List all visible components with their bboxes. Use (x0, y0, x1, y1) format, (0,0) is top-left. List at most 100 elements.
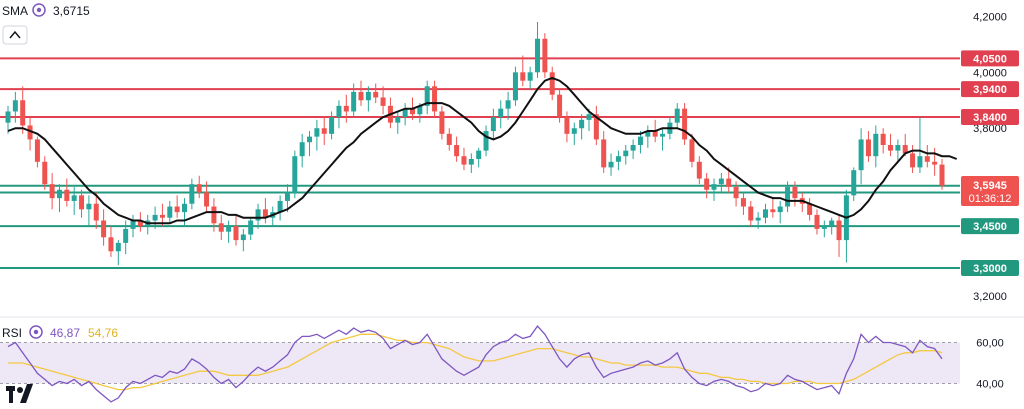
support-label: 3,4500 (961, 218, 1019, 235)
candle-body (660, 133, 666, 137)
candle (718, 172, 724, 193)
candle (873, 125, 879, 168)
candle-body (307, 136, 313, 143)
candle-body (910, 153, 916, 168)
candle-body (365, 91, 371, 101)
candle-body (711, 184, 717, 190)
candle-body (755, 217, 761, 221)
candle-body (505, 100, 511, 109)
candle (358, 80, 364, 106)
candle-body (770, 209, 776, 213)
candle-body (233, 226, 239, 241)
support-label-bg (961, 218, 1019, 235)
candle-body (527, 72, 533, 81)
candle-body (490, 117, 496, 132)
candle (108, 226, 114, 257)
candle (64, 178, 70, 207)
candle (42, 156, 48, 190)
candle (601, 131, 607, 173)
sma-value: 3,6715 (53, 4, 90, 18)
candle (255, 203, 261, 229)
last-price-tag: 3,5945 01:36:12 (961, 176, 1019, 206)
candle (836, 214, 842, 257)
candle (446, 128, 452, 151)
candle (711, 178, 717, 201)
candle (343, 94, 349, 123)
candle (432, 80, 438, 118)
candle-body (86, 203, 92, 210)
candle-body (726, 178, 732, 187)
rsi-tick-label: 40,00 (976, 379, 1004, 391)
rsi-label: RSI (2, 326, 22, 340)
candle-body (380, 97, 386, 106)
candle (137, 212, 143, 232)
candle-body (704, 178, 710, 190)
candle-body (807, 203, 813, 215)
candle-body (733, 186, 739, 199)
candle (888, 133, 894, 157)
candle (535, 21, 541, 78)
candle (395, 111, 401, 134)
candle-body (79, 195, 85, 210)
candle (27, 117, 33, 151)
candle-body (674, 108, 680, 123)
candle (277, 195, 283, 221)
resistance-lines (0, 57, 960, 119)
candle-body (623, 150, 629, 157)
candle (101, 209, 107, 246)
candle-body (42, 161, 48, 185)
candle (762, 203, 768, 224)
rsi-settings-icon[interactable] (29, 325, 43, 339)
candles (5, 21, 945, 266)
candle-body (917, 156, 923, 168)
candle-body (123, 228, 129, 243)
candle (79, 189, 85, 218)
candle (336, 100, 342, 129)
candle-body (740, 198, 746, 207)
candle (226, 220, 232, 243)
candle-body (446, 133, 452, 146)
candle (34, 136, 40, 168)
candle (512, 66, 518, 106)
candle (167, 200, 173, 224)
candle-body (785, 186, 791, 207)
candle-body (579, 119, 585, 129)
candle (726, 167, 732, 193)
collapse-button[interactable] (2, 25, 28, 45)
price-axis: 4,2000 4,0000 3,8000 3,4500 3,2000 (973, 11, 1007, 303)
candle-body (689, 139, 695, 162)
rsi-bounds (0, 342, 960, 384)
price-tick-label: 4,0000 (973, 67, 1007, 79)
candle-body (49, 184, 55, 199)
candle-body (292, 156, 298, 193)
candle (211, 198, 217, 232)
rsi-axis: 60,00 40,00 (976, 338, 1004, 391)
candle (380, 86, 386, 115)
candle (454, 136, 460, 162)
candle-body (814, 214, 820, 229)
candle-body (593, 114, 599, 140)
candle (365, 86, 371, 112)
sma-legend[interactable]: SMA 3,6715 (2, 3, 90, 18)
candle-body (262, 209, 268, 218)
candle-body (902, 145, 908, 154)
candle-body (167, 206, 173, 218)
candle (880, 128, 886, 154)
candle (505, 91, 511, 120)
tradingview-logo[interactable] (6, 384, 33, 403)
candle (615, 150, 621, 171)
candle-body (240, 234, 246, 241)
candle (807, 198, 813, 221)
candle-body (895, 145, 901, 151)
candle-body (542, 38, 548, 73)
indicator-settings-icon[interactable] (32, 3, 46, 17)
candle-body (880, 133, 886, 146)
candle (86, 195, 92, 227)
rsi-legend[interactable]: RSI 46,87 54,76 (2, 325, 118, 340)
candle-body (571, 128, 577, 134)
candle (660, 128, 666, 151)
candle (564, 111, 570, 143)
candle-body (762, 209, 768, 218)
candle-body (535, 38, 541, 73)
